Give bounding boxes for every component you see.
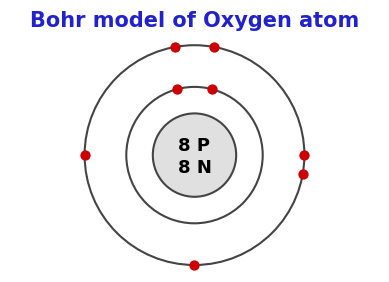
Point <box>210 45 217 49</box>
Text: 8 N: 8 N <box>177 159 212 177</box>
Point <box>300 172 306 177</box>
Point <box>301 153 307 157</box>
Text: 8 P: 8 P <box>179 137 210 155</box>
Circle shape <box>153 113 236 197</box>
Text: Bohr model of Oxygen atom: Bohr model of Oxygen atom <box>30 11 359 31</box>
Point <box>191 263 198 267</box>
Point <box>172 45 179 49</box>
Point <box>174 87 180 91</box>
Point <box>82 153 88 157</box>
Point <box>209 87 215 91</box>
